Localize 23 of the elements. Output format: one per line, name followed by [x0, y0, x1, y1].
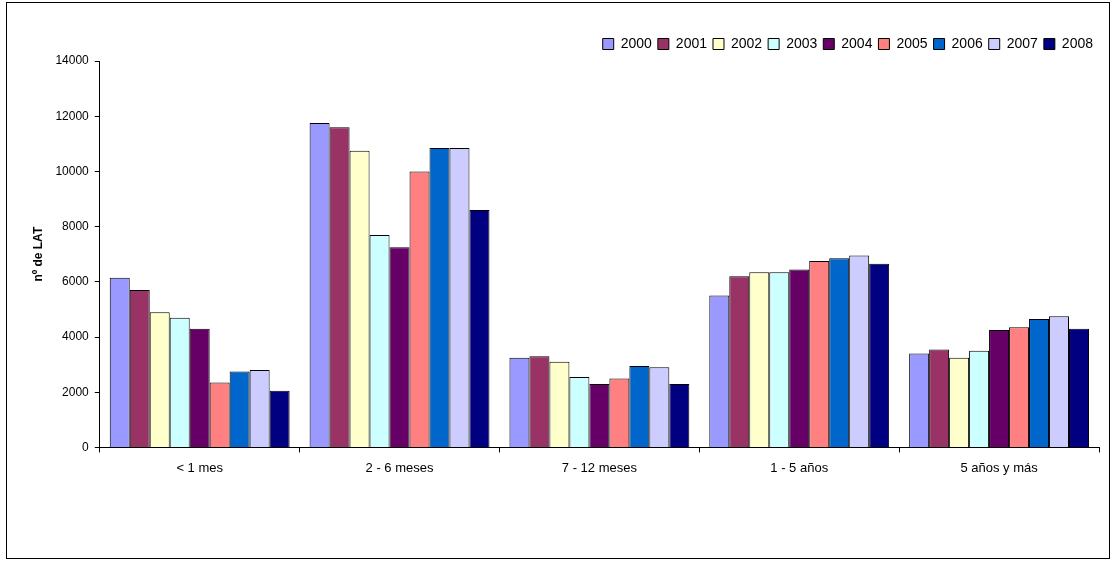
- y-tick-label: 6000: [62, 274, 90, 289]
- x-tick-label: 1 - 5 años: [770, 459, 829, 475]
- y-tick-label: 2000: [62, 384, 90, 399]
- y-tick-label: 0: [82, 439, 90, 454]
- y-tick-label: 12000: [55, 108, 90, 123]
- legend-label: 2004: [841, 34, 873, 51]
- legend-label: 2007: [1006, 34, 1039, 51]
- y-tick-label: 14000: [55, 53, 90, 68]
- legend-label: 2006: [951, 34, 983, 51]
- legend-label: 2005: [896, 34, 928, 51]
- legend-label: 2001: [675, 34, 708, 51]
- legend-label: 2008: [1061, 34, 1094, 51]
- legend-label: 2003: [786, 34, 818, 51]
- y-tick-label: 10000: [55, 163, 90, 178]
- y-tick-label: 8000: [62, 218, 90, 233]
- x-tick-label: < 1 mes: [176, 459, 224, 475]
- x-tick-label: 2 - 6 meses: [365, 459, 434, 475]
- y-tick-label: 4000: [62, 329, 90, 344]
- legend-label: 2002: [730, 34, 763, 51]
- x-tick-label: 7 - 12 meses: [561, 459, 638, 475]
- x-tick-label: 5 años y más: [960, 459, 1039, 475]
- y-axis-title: nº de LAT: [30, 226, 45, 282]
- legend-label: 2000: [620, 34, 653, 51]
